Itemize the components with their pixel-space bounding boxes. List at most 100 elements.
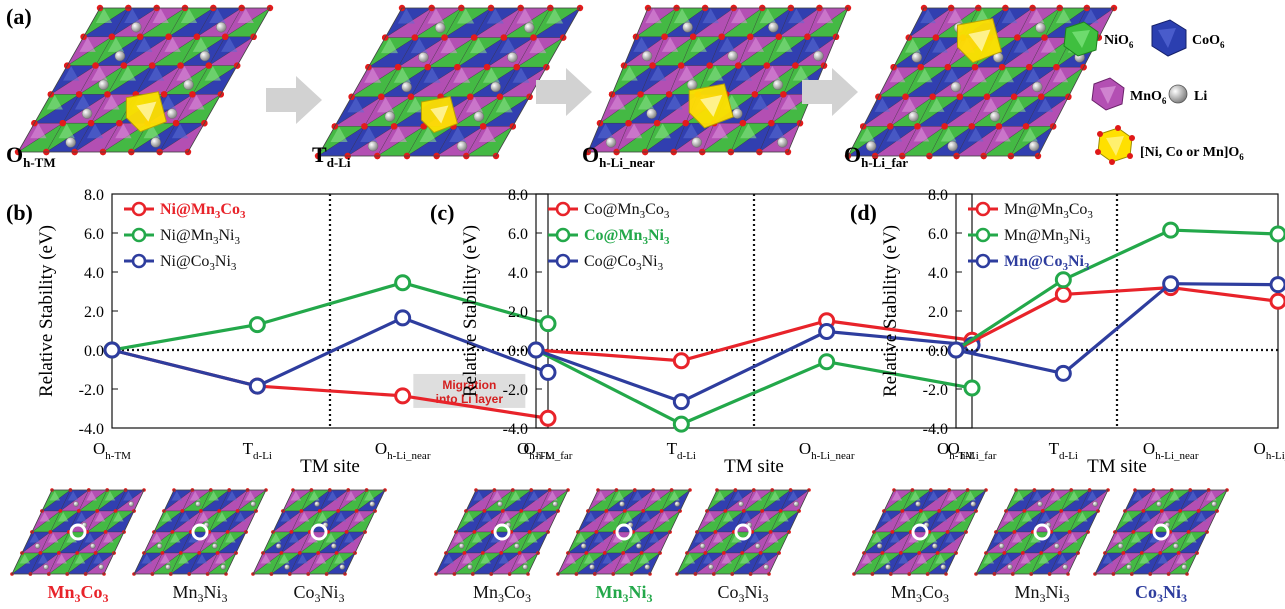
- data-point: [1054, 285, 1072, 303]
- y-tick-label: -4.0: [503, 421, 528, 438]
- data-point: [1269, 276, 1285, 294]
- structure-label: Co3Ni3: [293, 582, 344, 604]
- y-tick-label: 8.0: [84, 187, 104, 204]
- arrow-icon-1: [266, 76, 322, 124]
- structure-CoNi: [675, 488, 811, 576]
- y-tick-label: 0.0: [84, 343, 104, 360]
- legend-li: Li: [1194, 89, 1207, 104]
- legend-marker: [975, 253, 991, 269]
- x-tick-label: Td-Li: [667, 439, 696, 462]
- series-Co@Co3Ni3: [527, 322, 981, 411]
- blue-octahedron-icon: [1151, 19, 1187, 57]
- y-tick-label: 0.0: [508, 343, 528, 360]
- y-tick-label: 4.0: [508, 265, 528, 282]
- y-tick-label: 6.0: [928, 226, 948, 243]
- data-point: [1269, 225, 1285, 243]
- site-marker-icon: [911, 523, 929, 541]
- legend-marker: [555, 201, 571, 217]
- data-point: [539, 409, 557, 427]
- legend-marker: [131, 201, 147, 217]
- y-tick-label: 4.0: [928, 265, 948, 282]
- x-axis-label: TM site: [1087, 456, 1147, 477]
- data-point: [947, 341, 965, 359]
- site-marker-icon: [493, 523, 511, 541]
- panel-a-structures: [14, 4, 1118, 160]
- data-point: [248, 316, 266, 334]
- y-axis-label: Relative Stability (eV): [460, 225, 481, 397]
- annotation-line-1: Migration: [442, 378, 496, 392]
- structure-label: Mn3Co3: [891, 582, 949, 604]
- x-tick-label: Oh-Li_near: [1143, 439, 1199, 462]
- x-tick-label: Oh-TM: [93, 439, 131, 462]
- structure-oh-li-near: [584, 4, 852, 156]
- y-tick-label: -2.0: [79, 382, 104, 399]
- structure-label: Mn3Ni3: [1014, 582, 1069, 604]
- site-marker-icon: [734, 523, 752, 541]
- x-tick-label: Td-Li: [243, 439, 272, 462]
- series-Ni@Mn3Ni3: [103, 274, 557, 359]
- series-Ni@Co3Ni3: [103, 309, 557, 395]
- x-tick-label: Oh-TM: [937, 439, 975, 462]
- x-tick-label: Oh-Li_far: [524, 439, 573, 462]
- y-tick-label: 8.0: [508, 187, 528, 204]
- structure-label: Co3Ni3: [1135, 582, 1187, 604]
- structure-td-li: [314, 4, 584, 160]
- data-point: [1054, 271, 1072, 289]
- structure-label: Co3Ni3: [717, 582, 768, 604]
- data-point: [963, 379, 981, 397]
- x-tick-label: Oh-Li_near: [799, 439, 855, 462]
- legend-label: Co@Mn3Ni3: [584, 227, 670, 247]
- structure-label: Mn3Ni3: [172, 582, 227, 604]
- series-Mn@Co3Ni3: [947, 275, 1285, 382]
- stage-label-2: Td-Li: [312, 142, 351, 170]
- legend-mixed: [Ni, Co or Mn]O6: [1140, 145, 1244, 162]
- y-axis-label: Relative Stability (eV): [36, 225, 57, 397]
- data-point: [672, 393, 690, 411]
- arrow-icon-3: [802, 68, 858, 116]
- process-arrows: [266, 68, 858, 124]
- y-tick-label: -2.0: [503, 382, 528, 399]
- stage-label-4: Oh-Li_far: [844, 142, 908, 170]
- panel-b-label: (b): [6, 200, 33, 225]
- purple-octahedron-icon: [1091, 77, 1125, 111]
- legend-label: Mn@Co3Ni3: [1004, 253, 1090, 273]
- series-line: [955, 228, 1279, 352]
- panel-c-label: (c): [430, 200, 454, 225]
- yellow-octahedron-icon: [1095, 125, 1135, 165]
- structure-CoNi: [251, 488, 387, 576]
- site-marker-icon: [310, 523, 328, 541]
- x-axis-label: TM site: [724, 456, 784, 477]
- legend-label: Mn@Mn3Co3: [1004, 201, 1093, 221]
- data-point: [103, 341, 121, 359]
- legend-marker: [975, 201, 991, 217]
- structure-label: Mn3Co3: [473, 582, 531, 604]
- data-point: [1162, 221, 1180, 239]
- legend-marker: [555, 253, 571, 269]
- series-line: [535, 348, 973, 426]
- site-marker-icon: [1152, 523, 1170, 541]
- structure-label: Mn3Ni3: [596, 582, 653, 604]
- y-tick-label: -4.0: [79, 421, 104, 438]
- series-line: [955, 286, 1279, 352]
- structure-MnNi: [974, 488, 1110, 576]
- data-point: [672, 415, 690, 433]
- legend-label: Ni@Mn3Co3: [160, 201, 246, 221]
- panel-b: (b)8.06.04.02.00.0-2.0-4.0Oh-TM Td-Li Oh-L…: [6, 187, 573, 605]
- data-point: [818, 353, 836, 371]
- x-axis-label: TM site: [300, 456, 360, 477]
- x-tick-label: Oh-Li_near: [375, 439, 431, 462]
- legend-label: Ni@Co3Ni3: [160, 253, 237, 273]
- structure-oh-tm: [14, 4, 274, 156]
- annotation-box: [413, 373, 526, 408]
- data-point: [527, 341, 545, 359]
- y-tick-label: 2.0: [84, 304, 104, 321]
- legend-marker: [555, 227, 571, 243]
- y-tick-label: 4.0: [84, 265, 104, 282]
- legend-label: Ni@Mn3Ni3: [160, 227, 240, 247]
- legend-coo6: CoO6: [1192, 33, 1225, 50]
- series-line: [535, 329, 973, 404]
- data-point: [1269, 292, 1285, 310]
- y-tick-label: 6.0: [84, 226, 104, 243]
